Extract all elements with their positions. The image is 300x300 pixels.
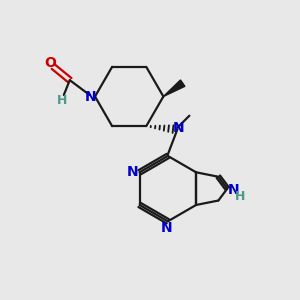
Text: H: H bbox=[235, 190, 245, 202]
Text: N: N bbox=[227, 183, 239, 197]
Polygon shape bbox=[164, 80, 185, 97]
Text: N: N bbox=[127, 165, 139, 179]
Text: N: N bbox=[172, 121, 184, 135]
Text: N: N bbox=[160, 221, 172, 235]
Text: N: N bbox=[85, 89, 96, 103]
Text: O: O bbox=[44, 56, 56, 70]
Text: H: H bbox=[57, 94, 68, 107]
